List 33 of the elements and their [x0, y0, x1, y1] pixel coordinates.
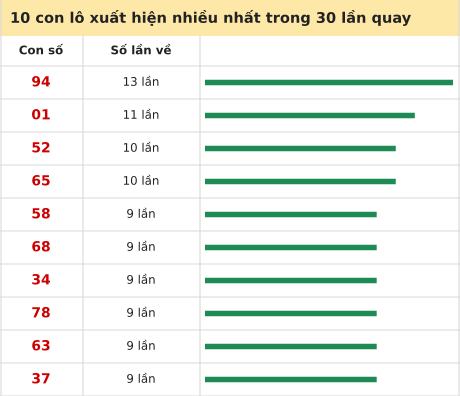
data-label: 9 lần — [127, 340, 155, 350]
bar — [205, 376, 377, 382]
bar — [205, 244, 377, 250]
bar — [205, 80, 453, 86]
data-label: 9 lần — [127, 274, 155, 284]
bar — [205, 112, 415, 118]
y-tick-label: 37 — [32, 373, 50, 384]
data-label: 9 lần — [127, 372, 155, 383]
data-label: 10 lần — [124, 142, 158, 152]
data-label: 11 lần — [124, 108, 158, 119]
bar — [205, 178, 396, 184]
y-tick-label: 63 — [32, 340, 50, 351]
bar — [205, 310, 377, 316]
bar — [205, 344, 377, 350]
y-tick-label: 94 — [32, 76, 50, 87]
data-label: 9 lần — [127, 240, 155, 251]
bar — [205, 278, 377, 284]
y-tick-label: 68 — [32, 241, 50, 252]
y-tick-label: 01 — [32, 109, 50, 120]
y-tick-label: 65 — [32, 175, 50, 186]
y-tick-label: 58 — [32, 208, 50, 219]
bar — [205, 212, 377, 218]
data-label: 9 lần — [127, 208, 155, 218]
data-label: 13 lần — [124, 76, 158, 86]
chart-title: 10 con lô xuất hiện nhiều nhất trong 30 lần quay — [12, 10, 411, 26]
y-tick-label: 52 — [32, 142, 50, 153]
y-tick-label: 78 — [32, 307, 50, 318]
data-label: 10 lần — [124, 174, 158, 185]
text: Con số — [19, 44, 64, 54]
y-tick-label: 34 — [32, 274, 50, 285]
bar — [205, 146, 396, 152]
text: Số lần về — [111, 44, 171, 54]
data-label: 9 lần — [127, 306, 155, 317]
